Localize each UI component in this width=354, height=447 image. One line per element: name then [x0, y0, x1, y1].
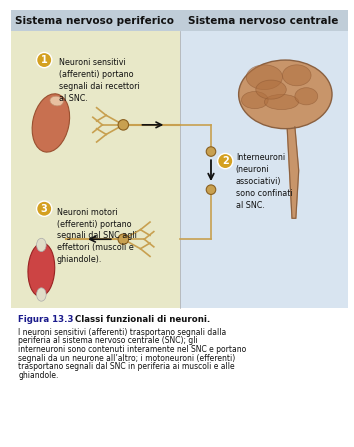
Text: 3: 3 — [41, 204, 47, 214]
Circle shape — [206, 147, 216, 156]
Text: 2: 2 — [222, 156, 229, 166]
Text: Sistema nervoso centrale: Sistema nervoso centrale — [188, 16, 338, 26]
Circle shape — [36, 201, 52, 216]
Text: Neuroni sensitivi
(afferenti) portano
segnali dai recettori
al SNC.: Neuroni sensitivi (afferenti) portano se… — [58, 58, 139, 102]
Text: periferia al sistema nervoso centrale (SNC); gli: periferia al sistema nervoso centrale (S… — [18, 337, 198, 346]
Ellipse shape — [28, 243, 55, 296]
Ellipse shape — [256, 80, 286, 99]
Text: interneuroni sono contenuti interamente nel SNC e portano: interneuroni sono contenuti interamente … — [18, 345, 247, 354]
Circle shape — [118, 120, 129, 130]
Circle shape — [218, 153, 233, 169]
Ellipse shape — [36, 288, 46, 301]
Text: I neuroni sensitivi (afferenti) trasportano segnali dalla: I neuroni sensitivi (afferenti) trasport… — [18, 328, 227, 337]
Text: segnali da un neurone all’altro; i motoneuroni (efferenti): segnali da un neurone all’altro; i moton… — [18, 354, 236, 363]
Polygon shape — [287, 127, 299, 218]
Text: Interneuroni
(neuroni
associativi)
sono confinati
al SNC.: Interneuroni (neuroni associativi) sono … — [236, 153, 292, 210]
Ellipse shape — [282, 65, 311, 86]
Text: Sistema nervoso periferico: Sistema nervoso periferico — [15, 16, 174, 26]
Circle shape — [206, 185, 216, 194]
Text: 1: 1 — [41, 55, 47, 65]
FancyBboxPatch shape — [11, 10, 348, 31]
Ellipse shape — [246, 65, 282, 89]
Circle shape — [36, 52, 52, 67]
Circle shape — [118, 234, 129, 245]
Ellipse shape — [50, 96, 63, 106]
Ellipse shape — [295, 88, 318, 105]
Text: Figura 13.3: Figura 13.3 — [18, 316, 74, 325]
Text: Classi funzionali di neuroni.: Classi funzionali di neuroni. — [75, 316, 210, 325]
Ellipse shape — [241, 92, 268, 109]
Ellipse shape — [36, 238, 46, 252]
Text: ghiandole.: ghiandole. — [18, 371, 59, 380]
FancyBboxPatch shape — [179, 31, 348, 308]
Ellipse shape — [264, 94, 299, 110]
Text: Neuroni motori
(efferenti) portano
segnali dal SNC agli
effettori (muscoli e
ghi: Neuroni motori (efferenti) portano segna… — [57, 208, 137, 264]
Ellipse shape — [239, 60, 332, 129]
FancyBboxPatch shape — [11, 31, 179, 308]
Ellipse shape — [32, 94, 70, 152]
Text: trasportano segnali dal SNC in periferia ai muscoli e alle: trasportano segnali dal SNC in periferia… — [18, 362, 235, 371]
